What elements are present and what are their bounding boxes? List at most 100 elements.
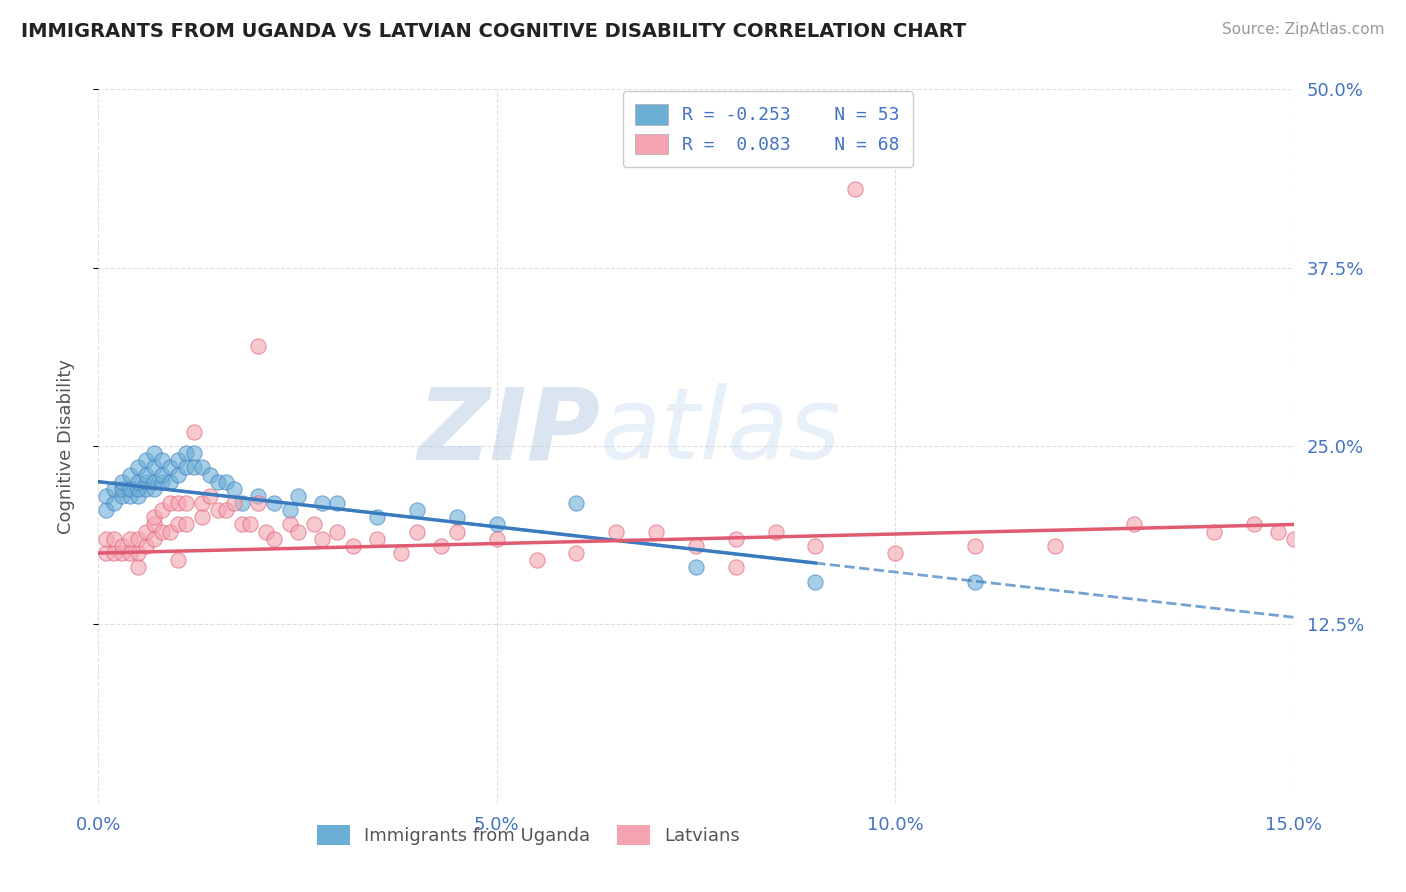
Point [1267, 524, 1289, 539]
Point [135, 453, 157, 467]
Point [120, 532, 142, 546]
Point [96, 503, 118, 517]
Point [150, 453, 173, 467]
Point [174, 460, 197, 475]
Point [485, 517, 508, 532]
Point [246, 489, 269, 503]
Point [231, 517, 253, 532]
Text: IMMIGRANTS FROM UGANDA VS LATVIAN COGNITIVE DISABILITY CORRELATION CHART: IMMIGRANTS FROM UGANDA VS LATVIAN COGNIT… [21, 22, 966, 41]
Point [685, 539, 707, 553]
Y-axis label: Cognitive Disability: Cognitive Disability [56, 359, 75, 533]
Point [143, 517, 166, 532]
Point [1282, 532, 1305, 546]
Point [127, 489, 149, 503]
Point [167, 553, 190, 567]
Point [127, 460, 149, 475]
Point [1123, 517, 1146, 532]
Point [605, 524, 627, 539]
Point [96, 489, 118, 503]
Point [159, 524, 181, 539]
Point [366, 510, 388, 524]
Point [143, 510, 166, 524]
Point [804, 539, 827, 553]
Point [222, 482, 245, 496]
Point [446, 510, 468, 524]
Point [167, 467, 190, 482]
Point [150, 524, 173, 539]
Point [430, 539, 453, 553]
Point [127, 532, 149, 546]
Point [389, 546, 412, 560]
Point [526, 553, 548, 567]
Text: atlas: atlas [600, 384, 842, 480]
Point [127, 475, 149, 489]
Point [239, 517, 262, 532]
Point [485, 532, 508, 546]
Legend: Immigrants from Uganda, Latvians: Immigrants from Uganda, Latvians [308, 815, 749, 855]
Point [844, 182, 866, 196]
Text: ZIP: ZIP [418, 384, 600, 480]
Point [183, 446, 205, 460]
Point [246, 496, 269, 510]
Point [150, 467, 173, 482]
Point [111, 482, 134, 496]
Point [884, 546, 907, 560]
Point [1202, 524, 1225, 539]
Point [198, 489, 221, 503]
Point [446, 524, 468, 539]
Point [278, 503, 301, 517]
Point [135, 467, 157, 482]
Point [254, 524, 277, 539]
Point [135, 524, 157, 539]
Point [135, 475, 157, 489]
Point [406, 503, 429, 517]
Point [127, 560, 149, 574]
Point [120, 489, 142, 503]
Point [765, 524, 787, 539]
Point [103, 482, 125, 496]
Point [1243, 517, 1265, 532]
Point [143, 475, 166, 489]
Point [111, 546, 134, 560]
Point [135, 539, 157, 553]
Point [167, 517, 190, 532]
Point [183, 460, 205, 475]
Point [287, 524, 309, 539]
Point [191, 510, 214, 524]
Point [263, 532, 285, 546]
Point [191, 496, 214, 510]
Point [143, 446, 166, 460]
Point [342, 539, 364, 553]
Point [198, 467, 221, 482]
Point [366, 532, 388, 546]
Point [724, 560, 747, 574]
Point [565, 546, 588, 560]
Point [724, 532, 747, 546]
Point [174, 517, 197, 532]
Point [111, 489, 134, 503]
Point [963, 574, 986, 589]
Point [143, 460, 166, 475]
Point [120, 482, 142, 496]
Point [143, 482, 166, 496]
Point [645, 524, 668, 539]
Point [127, 546, 149, 560]
Point [326, 496, 349, 510]
Point [103, 496, 125, 510]
Point [302, 517, 325, 532]
Point [326, 524, 349, 539]
Point [111, 475, 134, 489]
Point [311, 496, 333, 510]
Point [159, 496, 181, 510]
Point [685, 560, 707, 574]
Point [287, 489, 309, 503]
Point [159, 475, 181, 489]
Point [191, 460, 214, 475]
Point [207, 503, 229, 517]
Point [406, 524, 429, 539]
Point [231, 496, 253, 510]
Point [167, 453, 190, 467]
Point [263, 496, 285, 510]
Point [120, 546, 142, 560]
Point [103, 546, 125, 560]
